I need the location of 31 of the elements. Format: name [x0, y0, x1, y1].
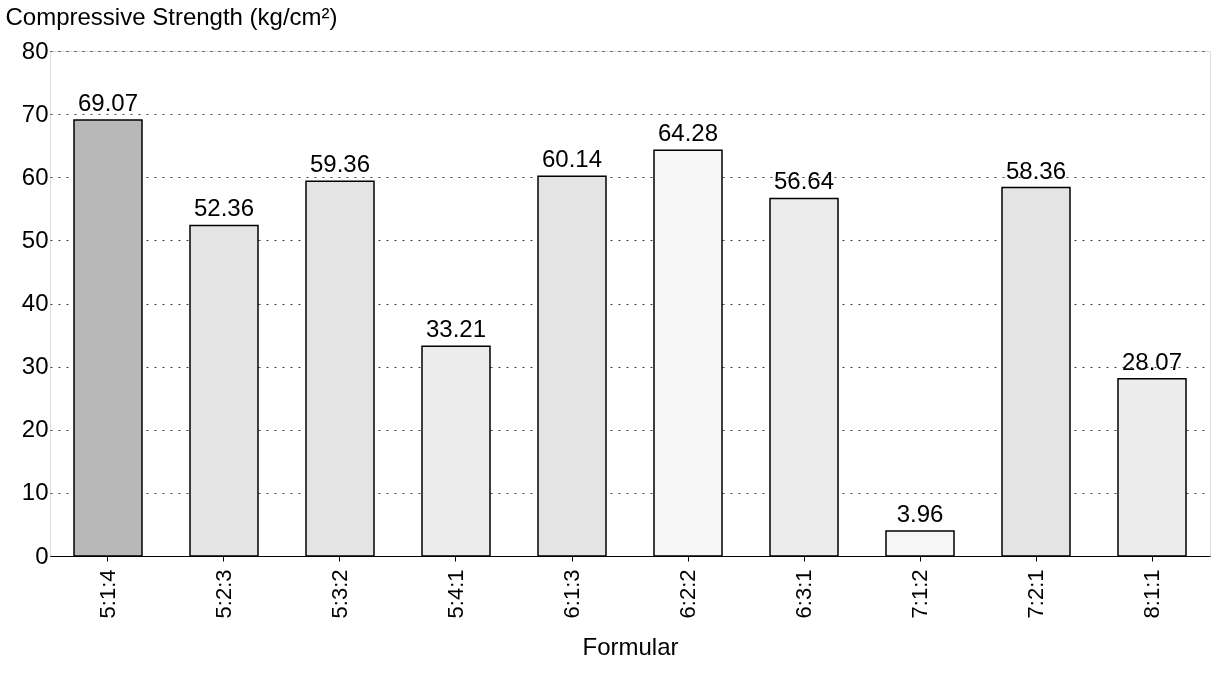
y-tick-label: 30: [21, 352, 49, 380]
x-tick-label: 6:1:3: [559, 569, 584, 619]
y-tick-label: 10: [21, 478, 49, 506]
data-label: 58.36: [1005, 156, 1067, 184]
x-tick-label: 8:1:1: [1139, 569, 1164, 619]
y-tick-label: 50: [21, 225, 49, 253]
x-tick-label: 5:2:3: [211, 569, 236, 619]
data-label: 28.07: [1121, 347, 1183, 375]
x-tick-label: 6:3:1: [791, 569, 816, 619]
y-axis-title: Compressive Strength (kg/cm²): [5, 2, 338, 30]
y-tick-label: 70: [21, 99, 49, 127]
x-tick-label: 5:4:1: [443, 569, 468, 619]
data-label: 52.36: [193, 194, 255, 222]
y-tick-label: 0: [35, 541, 49, 569]
x-tick-label: 7:2:1: [1023, 569, 1048, 619]
data-label: 64.28: [657, 119, 719, 147]
data-label: 59.36: [309, 150, 371, 178]
x-tick-label: 5:3:2: [327, 569, 352, 619]
y-tick-label: 80: [21, 36, 49, 64]
data-label: 69.07: [77, 89, 139, 116]
data-label: 3.96: [896, 500, 944, 527]
data-label: 33.21: [425, 315, 487, 343]
x-axis-title: Formular: [582, 633, 679, 661]
y-tick-label: 40: [21, 289, 49, 316]
data-label: 60.14: [541, 145, 603, 173]
y-tick-label: 60: [21, 162, 49, 190]
data-label: 56.64: [773, 167, 835, 195]
x-tick-label: 6:2:2: [675, 569, 700, 619]
y-tick-label: 20: [21, 415, 49, 443]
x-tick-label: 5:1:4: [95, 569, 120, 619]
x-tick-label: 7:1:2: [907, 569, 932, 619]
